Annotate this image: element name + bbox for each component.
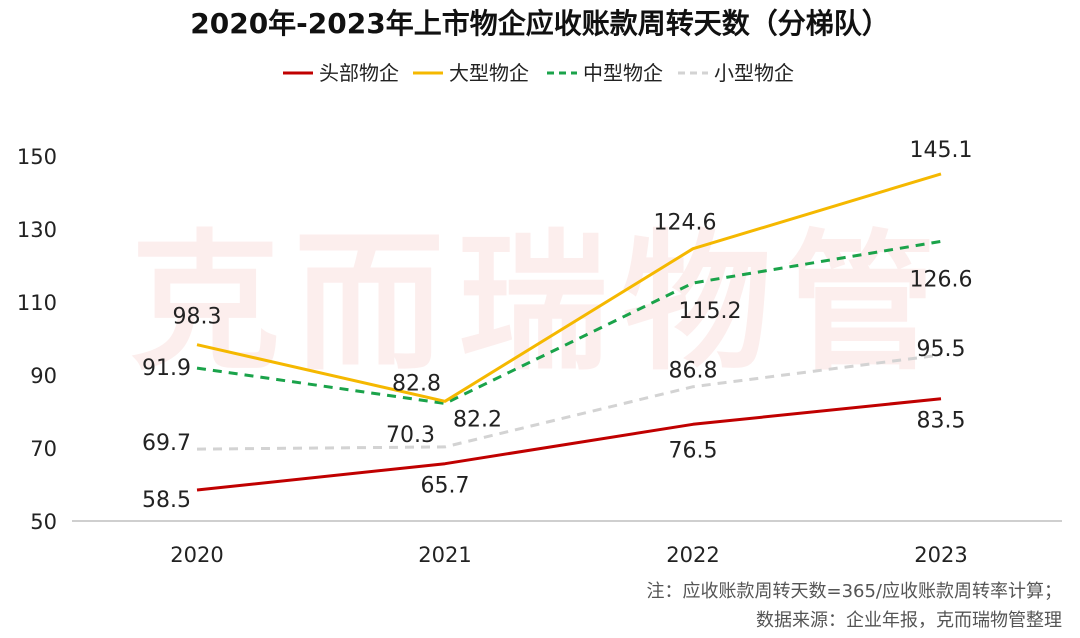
data-label: 82.2: [453, 407, 502, 432]
series-line: [196, 397, 942, 492]
y-tick-label: 150: [17, 145, 57, 169]
data-label: 124.6: [654, 211, 717, 236]
legend-entry: 大型物企: [449, 61, 529, 85]
data-label: 95.5: [917, 337, 966, 362]
data-label: 145.1: [910, 138, 973, 163]
y-axis: 50 70 90 110 130 150: [17, 145, 57, 534]
legend: 头部物企 大型物企 中型物企 小型物企: [283, 61, 794, 85]
series-line: [196, 172, 942, 403]
data-label: 82.8: [392, 371, 441, 396]
legend-entry: 头部物企: [319, 61, 399, 85]
x-tick-label: 2022: [666, 543, 719, 567]
series-group: [196, 172, 942, 492]
data-label: 86.8: [669, 359, 718, 384]
series-line: [196, 239, 942, 405]
data-labels: 58.5 65.7 76.5 83.5 98.3 82.8 124.6 145.1 91.9 82…: [142, 138, 972, 513]
legend-entry: 小型物企: [714, 61, 794, 85]
data-label: 98.3: [173, 305, 222, 330]
y-tick-label: 50: [30, 510, 57, 534]
data-label: 76.5: [669, 438, 718, 463]
footnote-formula: 注：应收账款周转天数=365/应收账款周转率计算；: [646, 581, 1062, 602]
data-label: 91.9: [142, 356, 191, 381]
chart-title: 2020年-2023年上市物企应收账款周转天数（分梯队）: [190, 7, 889, 40]
y-tick-label: 110: [17, 291, 57, 315]
data-label: 126.6: [910, 267, 973, 292]
footnote-source: 数据来源：企业年报，克而瑞物管整理: [756, 610, 1062, 631]
data-label: 115.2: [679, 299, 742, 324]
y-tick-label: 70: [30, 437, 57, 461]
data-label: 58.5: [142, 488, 191, 513]
data-label: 70.3: [386, 423, 435, 448]
x-tick-label: 2023: [914, 543, 967, 567]
x-tick-label: 2021: [418, 543, 471, 567]
series-line: [196, 353, 942, 451]
y-tick-label: 130: [17, 218, 57, 242]
watermark-text: 克而瑞物管: [130, 217, 950, 391]
data-label: 65.7: [421, 474, 470, 499]
data-label: 69.7: [142, 431, 191, 456]
x-axis: 2020 2021 2022 2023: [170, 543, 967, 567]
data-label: 83.5: [917, 409, 966, 434]
y-tick-label: 90: [30, 364, 57, 388]
legend-entry: 中型物企: [583, 61, 663, 85]
x-tick-label: 2020: [170, 543, 223, 567]
